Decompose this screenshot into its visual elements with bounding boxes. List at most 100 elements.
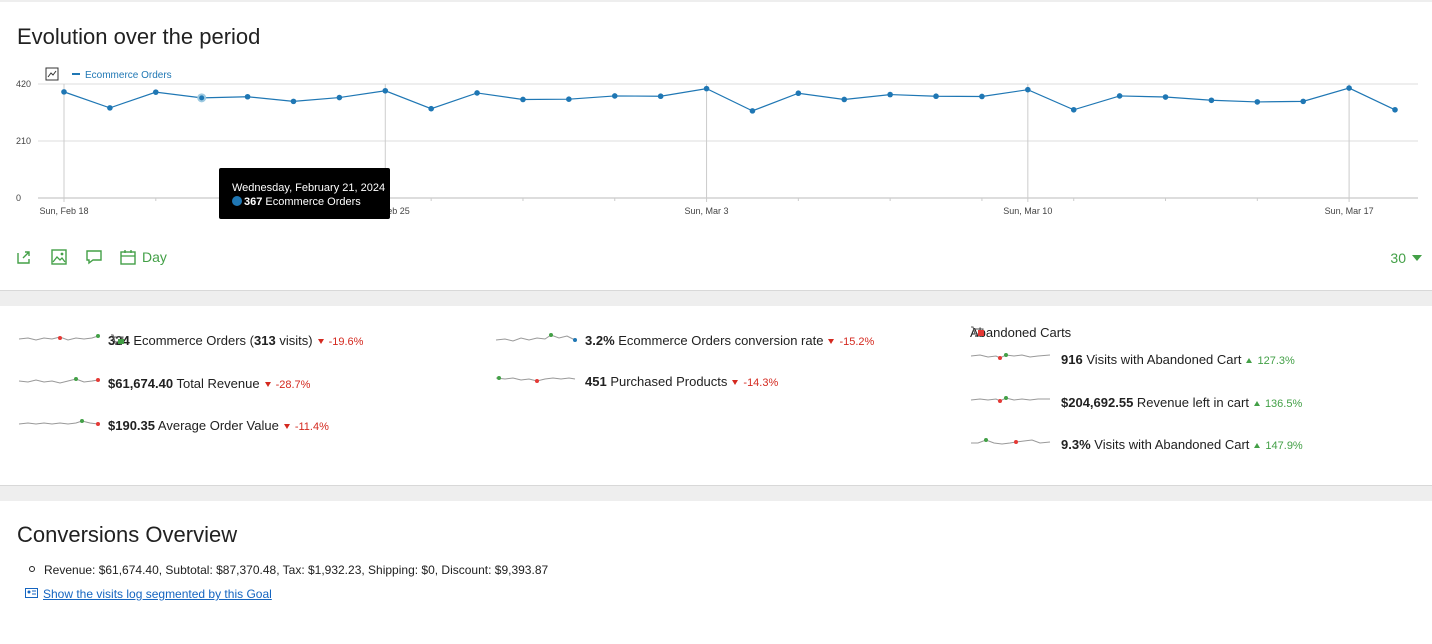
data-point[interactable] [152,89,159,95]
arrow-down-icon [283,424,290,429]
tooltip-metric: Ecommerce Orders [265,196,361,208]
metric-label: Ecommerce Orders conversion rate [618,333,824,348]
data-point[interactable] [428,105,434,112]
abandoned-carts-heading: Abandoned Carts [970,325,1071,340]
x-tick-label: Sun, Mar 10 [1003,206,1052,216]
data-point[interactable] [1162,94,1169,100]
metric-value: $190.35 [108,418,155,433]
conversions-title: Conversions Overview [17,522,238,547]
chart-legend[interactable]: Ecommerce Orders [45,67,172,81]
arrow-down-icon [828,339,835,344]
abandoned-carts-title: Abandoned Carts [970,325,1072,340]
conversions-summary: Revenue: $61,674.40, Subtotal: $87,370.4… [44,563,549,577]
data-point[interactable] [290,98,297,105]
evolution-title: Evolution over the period [17,24,261,49]
data-point[interactable] [107,105,113,111]
data-point[interactable] [1300,98,1307,105]
metric-label: Visits with Abandoned Cart [1086,352,1242,367]
data-point[interactable] [382,87,389,94]
data-point[interactable] [1346,85,1352,91]
data-point[interactable] [979,93,985,100]
image-icon[interactable] [50,248,68,266]
list-bullet [29,566,35,572]
metric-change: 147.9% [1265,440,1303,452]
data-point[interactable] [197,93,207,103]
limit-selector[interactable]: 30 [1390,250,1422,266]
sparkline-graph [970,396,1050,403]
metric-label: Average Order Value [157,418,279,433]
data-point[interactable] [1254,99,1261,105]
arrow-down-icon [732,380,739,385]
metric-change: 127.3% [1257,355,1295,367]
metric-label: Purchased Products [610,374,728,389]
sparkline-graph [18,377,100,384]
metric-change: -28.7% [275,379,311,391]
sparkline-graph [18,419,100,426]
metric-change: -19.6% [328,336,364,348]
sparkline-graph [971,438,1051,445]
data-point[interactable] [1208,97,1215,104]
metric-label: Total Revenue [176,376,260,391]
chart-type-icon[interactable] [45,67,59,81]
data-point[interactable] [520,96,526,103]
data-point[interactable] [336,94,343,101]
metric-value: $61,674.40 [108,376,174,391]
data-point[interactable] [795,90,802,97]
metric-change: -11.4% [294,421,329,433]
export-icon[interactable] [15,248,33,266]
y-tick-label: 420 [16,79,31,89]
data-point[interactable] [657,93,664,100]
visits-label: visits [279,333,309,348]
period-selector[interactable]: Day [142,249,167,265]
y-tick-label: 0 [16,193,21,203]
tooltip-series-dot [232,196,242,206]
data-point[interactable] [1116,93,1123,99]
evolution-chart: Ecommerce Orders Sun, Feb 18Sun, Feb 25S… [16,67,1418,216]
calendar-icon[interactable] [119,248,137,266]
metric-value: 9.3% [1061,437,1091,452]
chart-type-icon-line [47,70,57,78]
arrow-up-icon [1254,443,1261,448]
data-point[interactable] [841,96,848,103]
sparklines-card: 324 Ecommerce Orders (313 visits)-19.6% … [0,306,1432,486]
conversions-card: Conversions Overview Revenue: $61,674.40… [0,501,1432,644]
annotation-icon[interactable] [85,248,103,266]
data-point[interactable] [61,89,67,95]
legend-label[interactable]: Ecommerce Orders [85,70,172,81]
series-line-ecommerce-orders [63,87,1396,112]
sparkline-graph [18,334,100,341]
data-point[interactable] [566,96,572,102]
data-point[interactable] [1025,86,1031,93]
metric-label: Ecommerce Orders [133,333,247,348]
data-point[interactable] [611,93,618,99]
evolution-card: Evolution over the period Ecommerce Orde… [0,2,1432,291]
visitor-log-icon[interactable] [25,588,38,599]
data-point[interactable] [887,91,893,98]
data-point[interactable] [749,108,756,114]
tooltip-value: 367 [244,196,263,208]
arrow-down-icon [264,382,271,387]
metric-value: 916 [1061,352,1083,367]
visits-value: 313 [254,333,276,348]
metric-change: -15.2% [839,336,875,348]
metric-change: 136.5% [1264,398,1303,410]
data-point[interactable] [1070,106,1077,113]
chart-tooltip: Wednesday, February 21, 2024 367 Ecommer… [219,168,390,219]
arrow-up-icon [1246,358,1253,363]
data-point[interactable] [244,93,251,100]
metric-value: 451 [585,374,607,389]
x-tick-label: Sun, Mar 3 [685,206,729,216]
caret-down-icon [1412,255,1422,261]
metric-value: 3.2% [585,333,615,348]
sparkline-graph [970,353,1051,360]
data-point[interactable] [1392,106,1398,113]
data-point[interactable] [703,85,710,92]
sparkline-graph [495,376,576,383]
metric-label: Visits with Abandoned Cart [1094,437,1250,452]
visits-log-link[interactable]: Show the visits log segmented by this Go… [43,587,272,601]
data-point[interactable] [933,93,939,100]
y-tick-label: 210 [16,136,31,146]
x-tick-label: Sun, Mar 17 [1325,206,1374,216]
data-point[interactable] [474,90,480,96]
x-tick-label: Sun, Feb 18 [39,206,88,216]
